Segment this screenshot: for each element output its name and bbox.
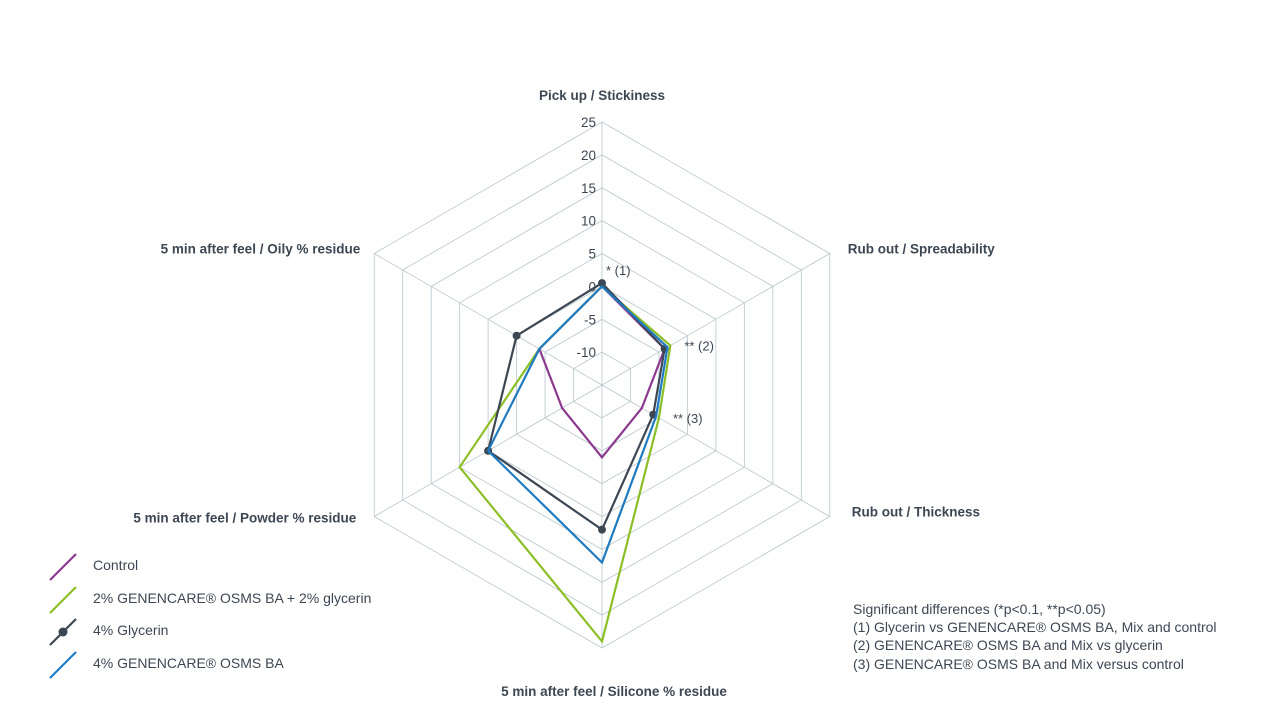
legend-label-glycerin: 4% Glycerin: [93, 622, 169, 638]
tick-label: 20: [581, 148, 596, 163]
significance-mark: * (1): [606, 263, 631, 278]
grid-spoke: [374, 253, 603, 386]
legend-label-genencare: 4% GENENCARE® OSMS BA: [93, 654, 284, 671]
legend-label-mix: 2% GENENCARE® OSMS BA + 2% glycerin: [93, 589, 372, 606]
tick-label: -10: [576, 345, 596, 360]
series-point: [598, 525, 606, 534]
tick-label: 10: [581, 214, 596, 229]
legend-swatch-glycerin: [49, 618, 77, 646]
tick-label: 15: [581, 181, 596, 196]
legend-swatch-control: [49, 553, 77, 581]
tick-label: -5: [584, 312, 596, 327]
grid-spoke: [601, 384, 830, 517]
legend-label-control: Control: [93, 557, 139, 573]
series-point: [512, 331, 521, 340]
significance-notes: Significant differences (*p<0.1, **p<0.0…: [853, 600, 1217, 673]
tick-label: 5: [588, 247, 596, 262]
axis-label: 5 min after feel / Oily % residue: [161, 242, 361, 257]
legend-swatch-genencare: [49, 650, 77, 679]
significance-mark: ** (2): [684, 339, 714, 354]
axis-label: 5 min after feel / Silicone % residue: [501, 684, 727, 699]
note-1: (1) Glycerin vs GENENCARE® OSMS BA, Mix …: [853, 619, 1217, 636]
significance-mark: ** (3): [673, 411, 703, 426]
tick-label: 0: [588, 279, 596, 294]
axis-label: Pick up / Stickiness: [539, 88, 665, 103]
note-3: (3) GENENCARE® OSMS BA and Mix versus co…: [853, 655, 1184, 672]
axis-label: Rub out / Thickness: [852, 505, 980, 520]
axis-label: 5 min after feel / Powder % residue: [133, 511, 356, 526]
note-2: (2) GENENCARE® OSMS BA and Mix vs glycer…: [853, 637, 1163, 654]
notes-heading: Significant differences (*p<0.1, **p<0.0…: [853, 601, 1106, 617]
tick-label: 25: [581, 115, 596, 130]
series-point: [598, 279, 606, 288]
series-line: [486, 284, 669, 565]
axis-label: Rub out / Spreadability: [848, 242, 996, 257]
grid-spoke: [601, 253, 830, 386]
legend-swatch-mix: [49, 585, 77, 614]
